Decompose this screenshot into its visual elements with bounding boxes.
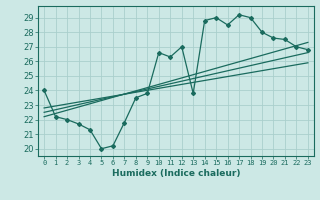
X-axis label: Humidex (Indice chaleur): Humidex (Indice chaleur) xyxy=(112,169,240,178)
